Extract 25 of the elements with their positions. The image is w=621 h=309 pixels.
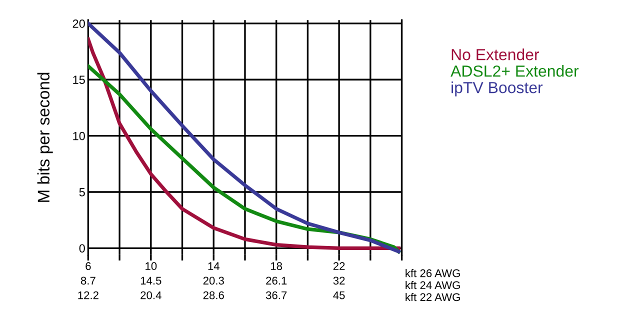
- text: 45: [333, 291, 345, 300]
- x-axis-title: kft 26 AWG kft 24 AWG kft 22 AWG: [406, 269, 460, 302]
- text: 26.1: [266, 276, 287, 285]
- y-tick-label: 15: [73, 76, 85, 84]
- y-tick-label: 20: [72, 19, 85, 28]
- text: 20.3: [203, 276, 224, 285]
- text: 8.7: [80, 276, 96, 285]
- text: ADSL2+ Extender: [450, 65, 579, 77]
- x-tick-label: 6: [86, 262, 91, 270]
- text: 14.5: [140, 276, 162, 285]
- text: 12.2: [78, 291, 98, 300]
- y-axis-title: M bits per second: [37, 72, 53, 202]
- x-tick-label: 22: [333, 262, 345, 270]
- text: 36.7: [266, 291, 287, 300]
- x-tick-label: 18: [271, 262, 282, 270]
- text: ipTV Booster: [452, 82, 543, 96]
- text: 28.6: [203, 291, 224, 300]
- y-tick-label: 10: [73, 132, 85, 140]
- y-tick-label: 5: [79, 188, 85, 196]
- text: No Extender: [452, 48, 540, 60]
- x-tick-label: 14: [208, 262, 220, 270]
- y-tick-label: 0: [79, 244, 85, 253]
- text: 32: [333, 276, 345, 285]
- text: 20.4: [140, 291, 162, 300]
- x-tick-label: 10: [146, 262, 157, 270]
